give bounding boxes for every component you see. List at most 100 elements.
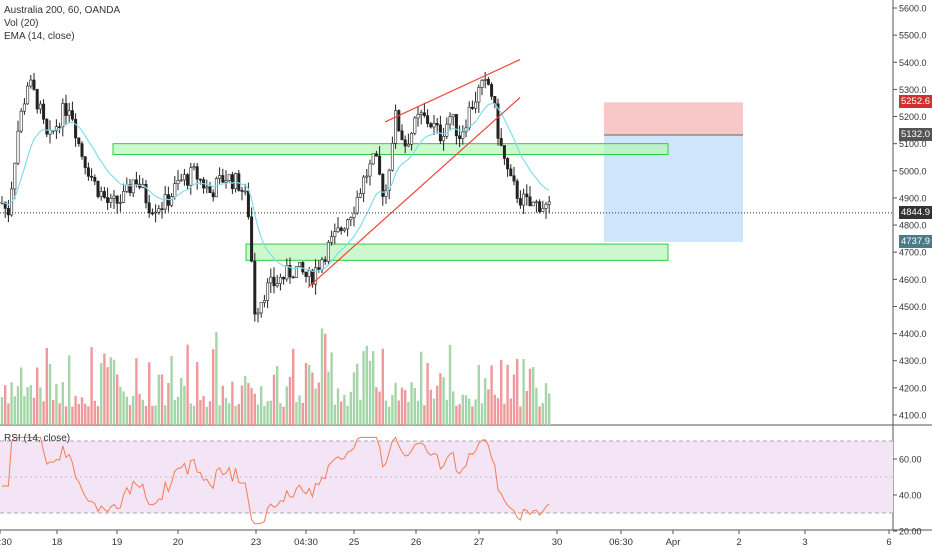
candle (358, 193, 362, 198)
symbol-legend[interactable]: Australia 200, 60, OANDA (4, 5, 121, 16)
volume-bar (26, 387, 29, 425)
volume-bar (480, 403, 484, 425)
candle (352, 212, 356, 218)
candles (0, 71, 551, 323)
volume-bar (404, 389, 407, 425)
candle (83, 156, 87, 168)
price-tick-label: 4200.0 (899, 383, 927, 393)
volume-bar (74, 395, 77, 425)
candle (413, 117, 417, 134)
volume-bar (464, 395, 468, 425)
volume-bar (103, 353, 106, 425)
candle (291, 276, 295, 279)
volume-bar (68, 355, 71, 425)
candle (467, 106, 471, 129)
rsi-tick-label: 20.00 (899, 527, 922, 537)
volume-bar (487, 389, 490, 425)
time-tick-label: 06:30 (609, 537, 633, 548)
volume-legend[interactable]: Vol (20) (4, 18, 39, 29)
volume-bar (320, 328, 324, 425)
candle (483, 78, 487, 81)
volume-bar (138, 394, 141, 425)
volume-bar (180, 377, 183, 425)
volume-bar (471, 406, 474, 425)
volume-bar (394, 382, 397, 425)
volume-bar (400, 387, 404, 425)
candle (195, 166, 199, 180)
volume-bar (356, 363, 359, 425)
candle (224, 180, 228, 183)
candle (346, 219, 350, 230)
price-tick-label: 4900.0 (899, 193, 927, 203)
candle (282, 277, 286, 280)
time-tick-label: 30 (552, 537, 563, 548)
volume-bar (436, 385, 439, 425)
volume-bar (170, 355, 173, 425)
candle (480, 80, 484, 88)
candle (214, 178, 218, 198)
volume-bar (29, 385, 32, 425)
candle (374, 153, 378, 157)
volume-bar (372, 351, 375, 425)
candle (112, 195, 116, 199)
candle (106, 197, 110, 203)
candle (230, 174, 234, 189)
volume-bar (384, 400, 388, 425)
volume-bar (448, 344, 452, 425)
volume-bar (13, 396, 16, 425)
volume-bar (292, 348, 295, 425)
candle (198, 178, 202, 181)
price-tick-label: 5000.0 (899, 166, 927, 176)
candle (218, 175, 222, 179)
volume-bar (151, 405, 154, 425)
candle (406, 143, 410, 147)
volume-bar (122, 391, 125, 425)
volume-bar (432, 398, 436, 425)
time-tick-label: 20 (173, 537, 184, 548)
volume-bar (298, 395, 301, 425)
volume-bar (4, 385, 7, 425)
volume-bar (141, 399, 144, 425)
time-tick-label: 25 (349, 537, 360, 548)
candle (58, 126, 62, 128)
volume-bar (548, 393, 551, 425)
volume-bar (215, 331, 218, 425)
volume-bar (276, 366, 279, 425)
volume-bar (218, 405, 221, 425)
candle (237, 173, 241, 191)
candle (243, 190, 247, 193)
volume-bar (343, 394, 346, 425)
volume-bar (48, 364, 52, 425)
volume-bar (327, 371, 330, 425)
candle (173, 183, 177, 197)
volume-bar (176, 396, 180, 425)
volume-bar (423, 405, 426, 425)
candle (234, 173, 238, 189)
candle (266, 282, 270, 301)
volume-bar (167, 383, 170, 425)
candle (397, 110, 401, 132)
candle (342, 228, 346, 231)
volume-bar (237, 403, 240, 425)
volume-bar (164, 405, 167, 425)
volume-bar (468, 398, 471, 425)
volume-bar (186, 344, 189, 425)
time-tick-label: 13:30 (0, 537, 12, 548)
volume-bar (244, 376, 247, 425)
rsi-tick-label: 60.00 (899, 455, 922, 465)
volume-bar (324, 333, 327, 425)
volume-bar (39, 387, 42, 425)
volume-bar (128, 405, 132, 425)
volume-bar (71, 406, 74, 425)
candle (19, 110, 23, 132)
volume-bar (474, 399, 477, 425)
ema-legend[interactable]: EMA (14, close) (4, 31, 75, 42)
price-tick-label: 5500.0 (899, 31, 927, 41)
candle (454, 114, 458, 137)
ema-line (1, 103, 550, 273)
rsi-legend[interactable]: RSI (14, close) (4, 433, 71, 444)
volume-bar (493, 394, 496, 425)
